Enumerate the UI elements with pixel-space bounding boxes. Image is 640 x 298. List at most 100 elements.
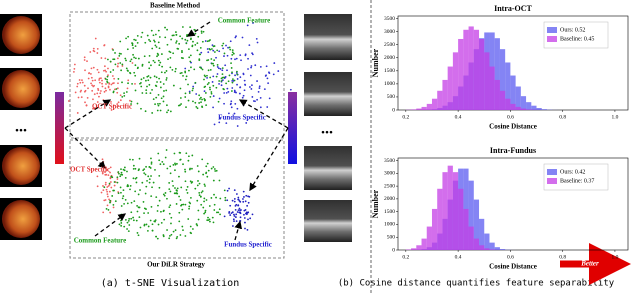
histogram-bar <box>474 30 479 110</box>
point <box>243 95 245 97</box>
point <box>132 62 134 64</box>
point <box>181 38 183 40</box>
point <box>172 185 174 187</box>
point <box>133 177 135 179</box>
point <box>209 48 211 50</box>
point <box>93 85 95 87</box>
point <box>239 200 241 202</box>
y-tick-label: 2500 <box>384 42 395 48</box>
point <box>159 47 161 49</box>
point <box>148 67 150 69</box>
histogram-bar <box>510 104 515 110</box>
point <box>214 168 216 170</box>
point <box>139 189 141 191</box>
point <box>131 83 133 85</box>
point <box>230 62 232 64</box>
point <box>230 58 232 60</box>
point <box>129 100 131 102</box>
point <box>139 207 141 209</box>
point <box>156 46 158 48</box>
point <box>90 82 92 84</box>
point <box>254 100 256 102</box>
point <box>173 231 175 233</box>
point <box>205 165 207 167</box>
point <box>151 48 153 50</box>
point <box>187 186 189 188</box>
histogram-bar <box>406 249 411 250</box>
point <box>97 175 99 177</box>
point <box>273 62 275 64</box>
point <box>109 183 111 185</box>
point <box>121 214 123 216</box>
point <box>175 34 177 36</box>
point <box>102 185 104 187</box>
point <box>215 197 217 199</box>
point <box>159 163 161 165</box>
point <box>176 163 178 165</box>
histogram-bar <box>422 107 427 110</box>
y-tick-label: 3000 <box>384 171 395 177</box>
point <box>207 163 209 165</box>
point <box>224 215 226 217</box>
point <box>110 181 112 183</box>
point <box>149 55 151 57</box>
point <box>140 227 142 229</box>
point <box>141 32 143 34</box>
x-tick-label: 0.8 <box>559 254 566 260</box>
point <box>105 83 107 85</box>
point <box>173 85 175 87</box>
point <box>81 79 83 81</box>
point <box>251 52 253 54</box>
point <box>225 76 227 78</box>
point <box>147 79 149 81</box>
point <box>174 153 176 155</box>
point <box>154 103 156 105</box>
point <box>248 44 250 46</box>
point <box>109 191 111 193</box>
point <box>138 216 140 218</box>
point <box>122 195 124 197</box>
histogram-bar <box>437 91 442 110</box>
point <box>202 174 204 176</box>
point <box>257 42 259 44</box>
point <box>240 216 242 218</box>
point <box>138 168 140 170</box>
y-tick-label: 2000 <box>384 196 395 202</box>
point <box>105 184 107 186</box>
point <box>114 185 116 187</box>
point <box>234 103 236 105</box>
point <box>176 237 178 239</box>
y-tick-label: 0 <box>392 107 395 113</box>
point <box>131 42 133 44</box>
point <box>96 93 98 95</box>
point <box>222 43 224 45</box>
point <box>213 209 215 211</box>
point <box>194 188 196 190</box>
point <box>157 153 159 155</box>
point <box>204 185 206 187</box>
point <box>106 186 108 188</box>
point <box>130 211 132 213</box>
y-tick-label: 0 <box>392 247 395 253</box>
histogram-bar <box>427 227 432 250</box>
point <box>123 169 125 171</box>
point <box>227 190 229 192</box>
point <box>197 180 199 182</box>
histogram-bar <box>458 189 463 250</box>
point <box>179 104 181 106</box>
point <box>232 200 234 202</box>
point <box>158 41 160 43</box>
point <box>188 100 190 102</box>
point <box>184 169 186 171</box>
point <box>95 38 97 40</box>
point <box>161 222 163 224</box>
point <box>204 76 206 78</box>
point <box>159 62 161 64</box>
point <box>133 168 135 170</box>
legend-swatch <box>547 27 557 33</box>
point <box>132 159 134 161</box>
point <box>100 90 102 92</box>
point <box>108 209 110 211</box>
point <box>176 203 178 205</box>
point <box>120 222 122 224</box>
